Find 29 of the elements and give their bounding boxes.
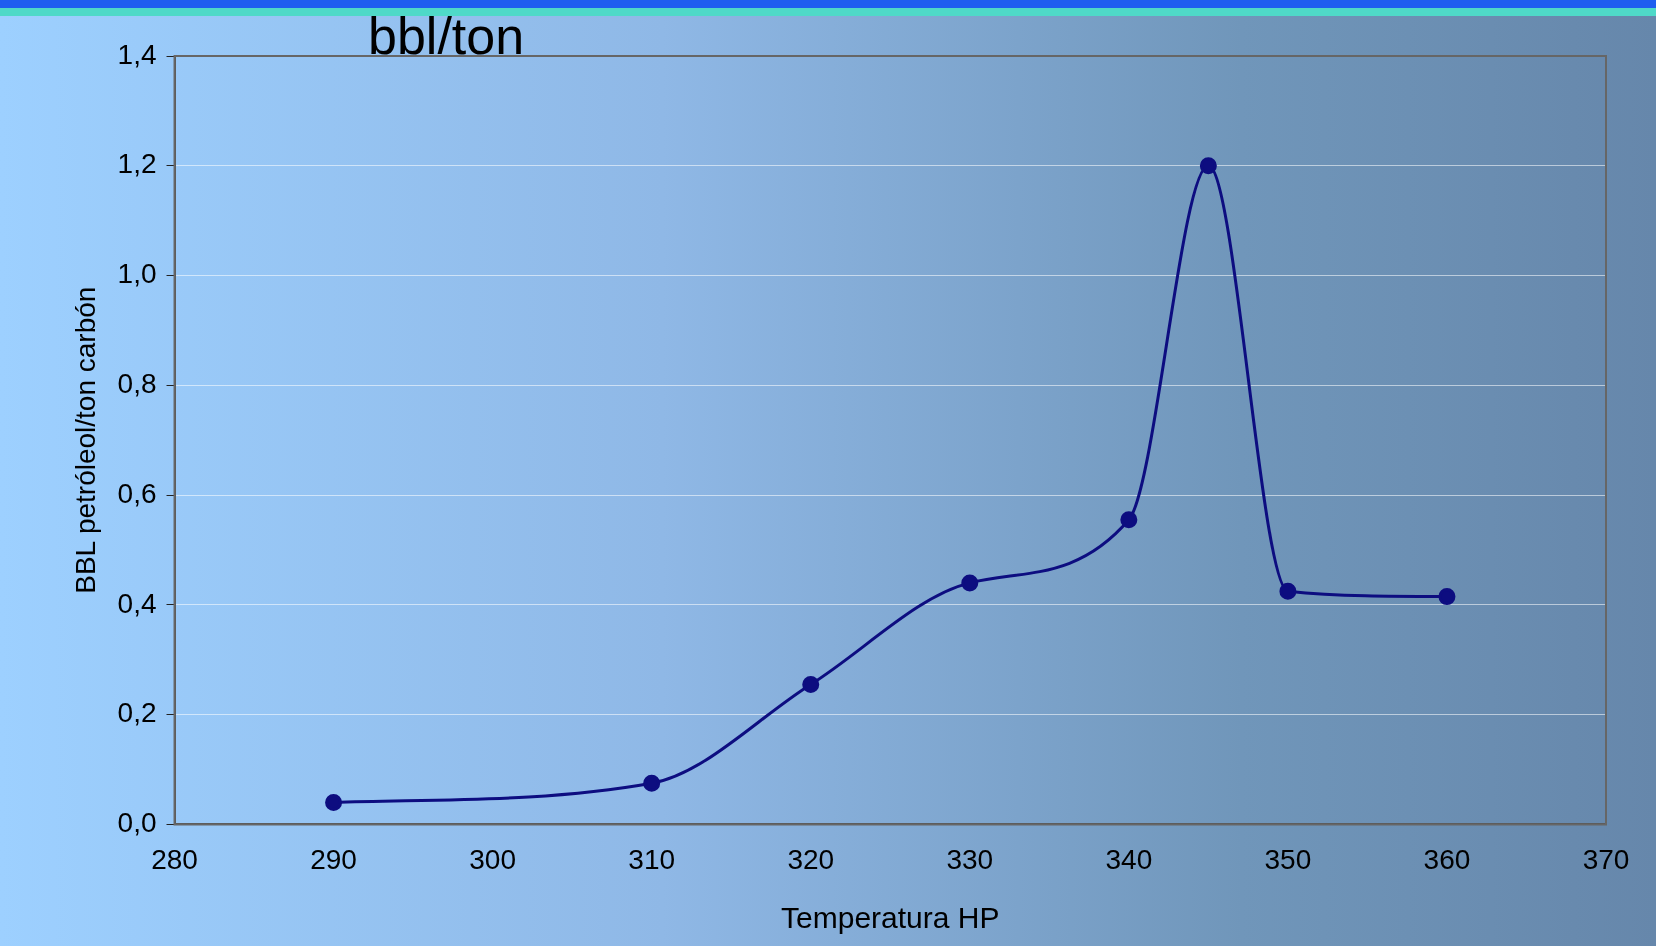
y-tick-label: 1,2 <box>117 148 157 180</box>
y-axis-title: BBL petróleol/ton carbón <box>69 286 101 594</box>
x-axis-title: Temperatura HP <box>781 901 1000 935</box>
point <box>1199 157 1217 175</box>
x-tick-label: 290 <box>310 843 357 875</box>
x-tick-label: 280 <box>151 843 198 875</box>
x-tick-label: 330 <box>946 843 994 875</box>
point <box>961 574 979 592</box>
x-tick-label: 370 <box>1582 843 1630 875</box>
y-tick-label: 0,4 <box>117 587 157 619</box>
y-tick-label: 0,2 <box>117 697 157 729</box>
point <box>643 774 661 792</box>
x-tick-label: 310 <box>628 843 676 875</box>
y-tick-label: 1,0 <box>117 258 157 290</box>
y-tick-label: 0,6 <box>117 477 157 509</box>
point <box>1438 588 1456 606</box>
x-tick-label: 300 <box>469 843 516 875</box>
y-tick-label: 0,0 <box>117 807 157 839</box>
x-tick-label: 340 <box>1105 843 1153 875</box>
point <box>1279 582 1297 600</box>
chart-title: bbl/ton <box>368 6 525 67</box>
point <box>802 675 820 693</box>
x-tick-label: 360 <box>1423 843 1471 875</box>
y-tick-label: 1,4 <box>117 38 157 70</box>
point <box>325 793 343 811</box>
x-tick-label: 320 <box>787 843 835 875</box>
point <box>1120 511 1138 529</box>
y-tick-label: 0,8 <box>117 368 157 400</box>
x-tick-label: 350 <box>1264 843 1312 875</box>
